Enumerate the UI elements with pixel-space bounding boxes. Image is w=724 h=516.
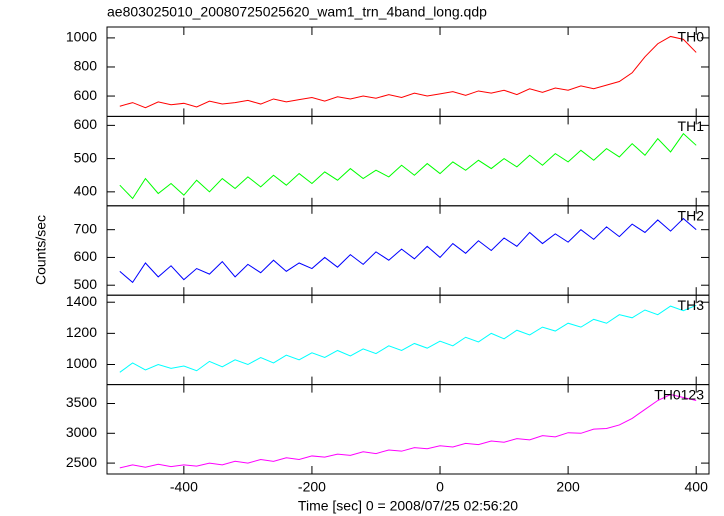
y-tick-label: 500 (74, 276, 98, 292)
panel-frame (106, 294, 710, 386)
x-tick-label: 400 (685, 479, 709, 495)
y-tick-label: 3000 (66, 424, 97, 440)
series-label: TH3 (678, 297, 705, 313)
chart-title: ae803025010_20080725025620_wam1_trn_4ban… (107, 4, 487, 20)
y-tick-label: 1200 (66, 324, 97, 340)
x-tick-label: 200 (556, 479, 580, 495)
y-tick-label: 1000 (66, 29, 97, 45)
y-tick-label: 3500 (66, 394, 97, 410)
data-line (119, 35, 697, 109)
series-label: TH0 (678, 29, 705, 45)
panel-frame (106, 26, 710, 117)
y-tick-label: 1400 (66, 293, 97, 309)
y-axis-label: Counts/sec (33, 215, 49, 285)
y-tick-label: 1000 (66, 355, 97, 371)
y-tick-label: 400 (74, 183, 98, 199)
data-line (119, 217, 697, 284)
series-label: TH1 (678, 118, 705, 134)
x-tick-label: -400 (170, 479, 198, 495)
x-axis-label: Time [sec] 0 = 2008/07/25 02:56:20 (298, 498, 518, 514)
y-tick-label: 700 (74, 220, 98, 236)
panel-frame (106, 115, 710, 207)
data-line (119, 394, 697, 469)
data-line (119, 304, 697, 373)
panel-frame (106, 205, 710, 296)
data-line (119, 132, 697, 200)
x-tick-label: -200 (298, 479, 326, 495)
x-tick-label: 0 (436, 479, 444, 495)
panel-frame (106, 384, 710, 475)
y-tick-label: 600 (74, 116, 98, 132)
series-label: TH0123 (654, 386, 704, 402)
y-tick-label: 600 (74, 87, 98, 103)
y-tick-label: 500 (74, 149, 98, 165)
y-tick-label: 2500 (66, 454, 97, 470)
y-tick-label: 600 (74, 248, 98, 264)
y-tick-label: 800 (74, 58, 98, 74)
series-label: TH2 (678, 208, 705, 224)
